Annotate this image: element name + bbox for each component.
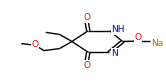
Text: N: N (111, 49, 118, 58)
Text: O: O (32, 41, 39, 49)
Text: O: O (135, 33, 142, 42)
Text: NH: NH (111, 25, 125, 34)
Text: Na: Na (151, 39, 163, 48)
Text: O: O (83, 61, 90, 70)
Text: O: O (83, 13, 90, 22)
